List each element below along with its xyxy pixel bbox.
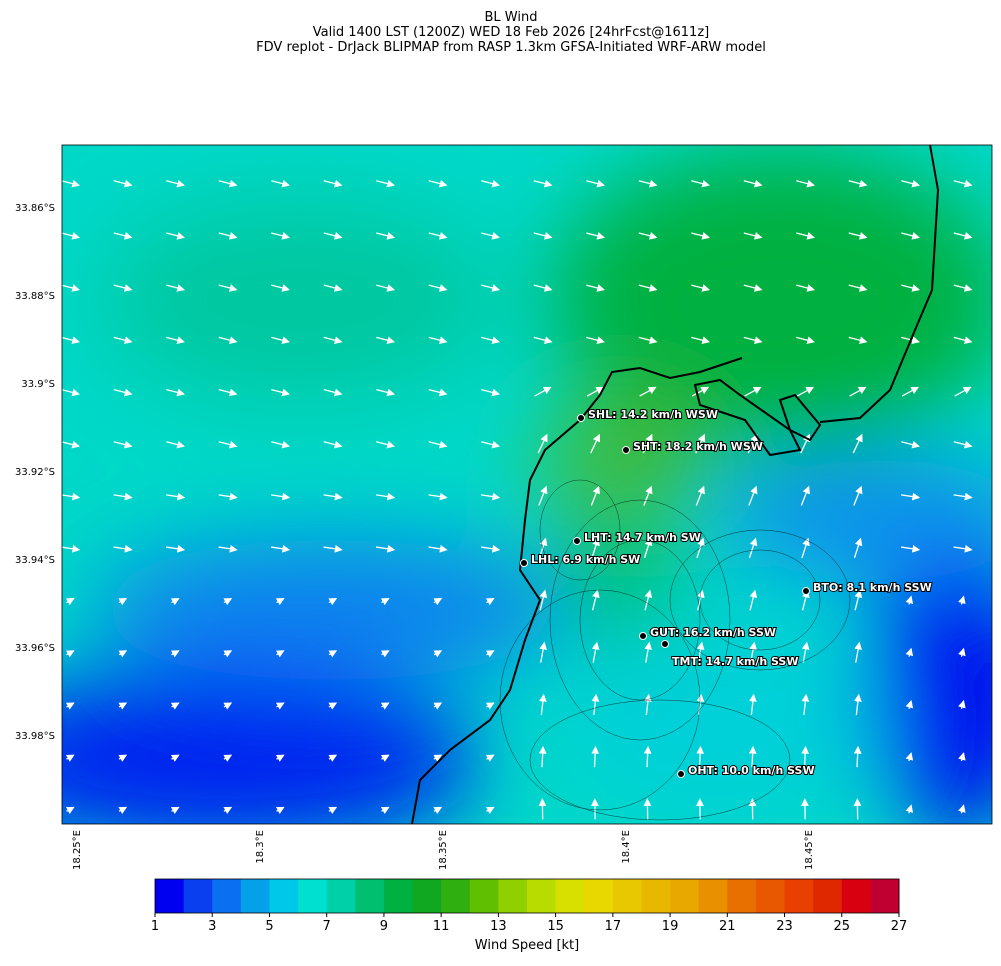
colorbar-tick-label: 1 (151, 919, 159, 934)
station-label: SHT: 18.2 km/h WSW (633, 440, 763, 453)
colorbar-swatch (813, 879, 842, 913)
colorbar-swatch (870, 879, 899, 913)
colorbar-swatch (842, 879, 871, 913)
colorbar-tick-label: 5 (265, 919, 273, 934)
station-dot (803, 588, 810, 595)
colorbar-tick-label: 21 (719, 919, 736, 934)
colorbar-tick-label: 23 (776, 919, 793, 934)
lon-label: 18.35°E (438, 830, 449, 870)
lat-label: 33.96°S (15, 643, 55, 654)
colorbar-tick-label: 15 (547, 919, 564, 934)
colorbar-swatch (785, 879, 814, 913)
colorbar-swatch (556, 879, 585, 913)
lat-label: 33.9°S (21, 379, 55, 390)
colorbar-tick-label: 11 (433, 919, 450, 934)
colorbar-swatch (327, 879, 356, 913)
station-label: LHL: 6.9 km/h SW (531, 553, 640, 566)
colorbar-tick-label: 17 (605, 919, 622, 934)
colorbar-swatch (269, 879, 298, 913)
station-dot (574, 538, 581, 545)
station-dot (521, 560, 528, 567)
colorbar-tick-label: 3 (208, 919, 216, 934)
station-label: SHL: 14.2 km/h WSW (588, 408, 718, 421)
colorbar-swatch (527, 879, 556, 913)
lon-label: 18.4°E (621, 830, 632, 864)
colorbar-swatch (413, 879, 442, 913)
station-label: TMT: 14.7 km/h SSW (672, 655, 799, 668)
colorbar-swatch (212, 879, 241, 913)
colorbar-swatch (498, 879, 527, 913)
colorbar-swatch (641, 879, 670, 913)
colorbar-swatch (298, 879, 327, 913)
station-label: OHT: 10.0 km/h SSW (688, 764, 815, 777)
lon-label: 18.3°E (255, 830, 266, 864)
colorbar-label: Wind Speed [kt] (475, 938, 579, 953)
station-dot (623, 447, 630, 454)
colorbar-swatch (584, 879, 613, 913)
station-label: LHT: 14.7 km/h SW (584, 531, 701, 544)
lat-label: 33.86°S (15, 203, 55, 214)
title-line: FDV replot - DrJack BLIPMAP from RASP 1.… (256, 40, 766, 55)
station-label: GUT: 16.2 km/h SSW (650, 626, 776, 639)
colorbar-swatch (613, 879, 642, 913)
lat-label: 33.88°S (15, 291, 55, 302)
title-line: Valid 1400 LST (1200Z) WED 18 Feb 2026 [… (313, 25, 709, 40)
lat-label: 33.94°S (15, 555, 55, 566)
station-dot (662, 641, 669, 648)
colorbar-swatch (470, 879, 499, 913)
colorbar-tick-label: 13 (490, 919, 507, 934)
title-line: BL Wind (485, 10, 538, 25)
colorbar-swatch (727, 879, 756, 913)
colorbar-tick-label: 27 (891, 919, 908, 934)
lat-label: 33.92°S (15, 467, 55, 478)
colorbar-swatch (241, 879, 270, 913)
lat-label: 33.98°S (15, 731, 55, 742)
colorbar-swatch (184, 879, 213, 913)
station-label: BTO: 8.1 km/h SSW (813, 581, 932, 594)
station-dot (640, 633, 647, 640)
colorbar-swatch (441, 879, 470, 913)
colorbar-tick-label: 19 (662, 919, 679, 934)
lon-label: 18.45°E (804, 830, 815, 870)
station-dot (678, 771, 685, 778)
colorbar-tick-label: 25 (833, 919, 850, 934)
colorbar-swatch (155, 879, 184, 913)
colorbar-tick-label: 9 (380, 919, 388, 934)
colorbar-swatch (355, 879, 384, 913)
colorbar-swatch (670, 879, 699, 913)
station-dot (578, 415, 585, 422)
colorbar-tick-label: 7 (323, 919, 331, 934)
colorbar-swatch (699, 879, 728, 913)
wind-field (0, 145, 1001, 850)
colorbar-swatch (384, 879, 413, 913)
lon-label: 18.25°E (72, 830, 83, 870)
colorbar-swatch (756, 879, 785, 913)
